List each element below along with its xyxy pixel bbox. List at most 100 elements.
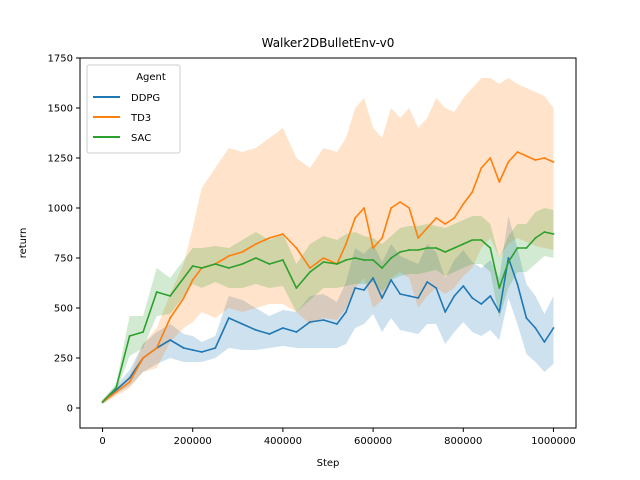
data-point-ddpg <box>354 287 356 289</box>
data-point-td3 <box>182 297 185 299</box>
data-point-sac <box>295 287 298 289</box>
data-point-ddpg <box>128 377 131 379</box>
data-point-ddpg <box>480 303 483 305</box>
data-point-ddpg <box>182 347 185 349</box>
data-point-sac <box>363 259 365 261</box>
data-point-sac <box>115 387 117 389</box>
data-point-ddpg <box>381 297 383 299</box>
data-point-td3 <box>444 223 447 225</box>
data-point-td3 <box>345 243 347 245</box>
y-axis-label: return <box>18 228 29 259</box>
data-point-td3 <box>426 227 429 229</box>
data-point-td3 <box>453 217 456 219</box>
data-point-ddpg <box>489 295 492 297</box>
data-point-ddpg <box>282 327 284 329</box>
y-tick-label: 1000 <box>48 204 73 215</box>
data-point-sac <box>241 263 244 265</box>
x-axis-ticks: 0 200000 400000 600000 800000 1000000 <box>99 428 576 447</box>
y-tick-label: 1250 <box>48 154 73 165</box>
data-point-td3 <box>462 203 465 205</box>
data-point-ddpg <box>295 331 298 333</box>
plot-frame <box>79 57 577 429</box>
data-point-td3 <box>241 251 244 253</box>
data-point-sac <box>390 257 392 259</box>
data-point-ddpg <box>462 285 465 287</box>
data-point-sac <box>268 263 271 265</box>
data-point-ddpg <box>498 311 501 313</box>
data-point-ddpg <box>426 281 429 283</box>
data-point-sac <box>169 295 172 297</box>
data-point-td3 <box>295 247 298 249</box>
data-point-td3 <box>390 207 392 209</box>
data-point-sac <box>214 263 217 265</box>
data-point-sac <box>462 243 465 245</box>
x-axis-label: Step <box>317 458 340 469</box>
data-point-sac <box>453 247 456 249</box>
series-band-td3 <box>102 78 554 404</box>
data-point-sac <box>255 257 257 259</box>
data-point-ddpg <box>322 319 325 321</box>
data-point-sac <box>426 247 429 249</box>
data-point-sac <box>200 267 203 269</box>
data-point-sac <box>489 247 492 249</box>
data-point-ddpg <box>191 349 194 351</box>
data-point-sac <box>227 267 230 269</box>
data-point-sac <box>444 251 447 253</box>
data-point-sac <box>534 237 537 239</box>
data-point-sac <box>336 263 338 265</box>
data-point-sac <box>552 233 555 235</box>
data-point-ddpg <box>408 295 411 297</box>
data-point-sac <box>381 267 383 269</box>
data-point-sac <box>498 287 501 289</box>
x-tick-label: 200000 <box>174 436 212 447</box>
data-point-sac <box>516 247 519 249</box>
data-point-sac <box>471 239 474 241</box>
y-tick-label: 750 <box>54 254 73 265</box>
data-point-ddpg <box>507 257 510 259</box>
data-point-sac <box>282 259 284 261</box>
data-point-ddpg <box>363 289 365 291</box>
data-point-sac <box>525 247 528 249</box>
data-point-ddpg <box>534 327 537 329</box>
data-point-ddpg <box>227 317 230 319</box>
data-point-td3 <box>417 237 420 239</box>
data-point-ddpg <box>268 333 271 335</box>
y-axis-ticks: 0 250 500 750 1000 1250 1500 1750 <box>48 54 80 415</box>
data-point-td3 <box>227 255 230 257</box>
data-point-td3 <box>115 391 117 393</box>
data-point-td3 <box>191 279 194 281</box>
data-point-ddpg <box>372 277 374 279</box>
data-point-ddpg <box>399 293 401 295</box>
data-point-sac <box>435 247 438 249</box>
legend-title: Agent <box>136 72 166 83</box>
data-point-td3 <box>435 217 438 219</box>
data-point-ddpg <box>453 295 456 297</box>
series-band-sac <box>102 208 554 404</box>
data-point-td3 <box>155 347 158 349</box>
data-point-sac <box>408 249 411 251</box>
data-point-td3 <box>516 151 519 153</box>
data-point-ddpg <box>552 327 555 329</box>
data-point-ddpg <box>309 321 311 323</box>
data-point-sac <box>128 335 131 337</box>
series-lines <box>101 151 555 403</box>
y-tick-label: 500 <box>54 304 73 315</box>
chart-title: Walker2DBulletEnv-v0 <box>262 36 395 50</box>
data-point-td3 <box>322 257 325 259</box>
data-point-sac <box>417 249 420 251</box>
data-point-td3 <box>498 181 501 183</box>
x-tick-label: 400000 <box>264 436 302 447</box>
data-point-td3 <box>381 237 383 239</box>
data-point-td3 <box>268 237 271 239</box>
data-point-ddpg <box>471 297 474 299</box>
legend-label-sac: SAC <box>131 133 151 144</box>
data-point-sac <box>155 291 158 293</box>
data-point-ddpg <box>169 339 172 341</box>
data-point-ddpg <box>435 287 438 289</box>
legend-label-td3: TD3 <box>130 113 151 124</box>
y-tick-label: 1750 <box>48 54 73 65</box>
data-point-td3 <box>471 191 474 193</box>
x-tick-label: 0 <box>99 436 105 447</box>
data-point-sac <box>480 239 483 241</box>
data-point-ddpg <box>214 347 217 349</box>
